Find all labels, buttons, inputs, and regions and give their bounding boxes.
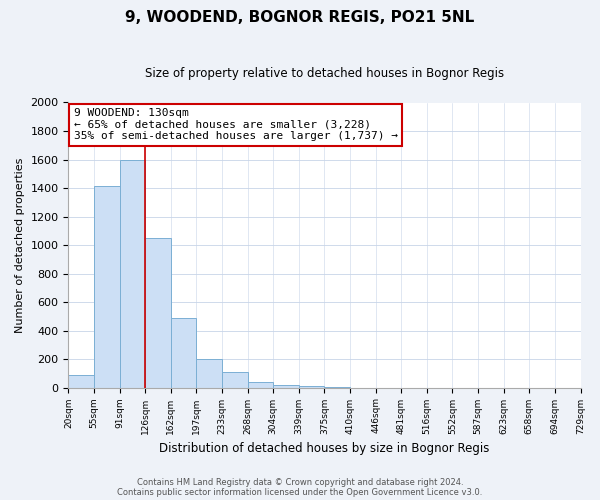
Text: 9 WOODEND: 130sqm
← 65% of detached houses are smaller (3,228)
35% of semi-detac: 9 WOODEND: 130sqm ← 65% of detached hous… (74, 108, 398, 142)
Bar (68, 376, 94, 388)
Bar (248, 382, 273, 388)
Bar (145, 238, 171, 388)
Bar (94, 186, 119, 388)
Title: Size of property relative to detached houses in Bognor Regis: Size of property relative to detached ho… (145, 68, 504, 80)
Y-axis label: Number of detached properties: Number of detached properties (15, 158, 25, 332)
Text: Contains HM Land Registry data © Crown copyright and database right 2024.
Contai: Contains HM Land Registry data © Crown c… (118, 478, 482, 497)
Bar (299, 386, 325, 388)
X-axis label: Distribution of detached houses by size in Bognor Regis: Distribution of detached houses by size … (159, 442, 490, 455)
Bar (196, 359, 222, 388)
Bar (119, 160, 145, 388)
Text: 9, WOODEND, BOGNOR REGIS, PO21 5NL: 9, WOODEND, BOGNOR REGIS, PO21 5NL (125, 10, 475, 25)
Bar (325, 387, 350, 388)
Bar (171, 318, 196, 388)
Bar (273, 386, 299, 388)
Bar (222, 372, 248, 388)
